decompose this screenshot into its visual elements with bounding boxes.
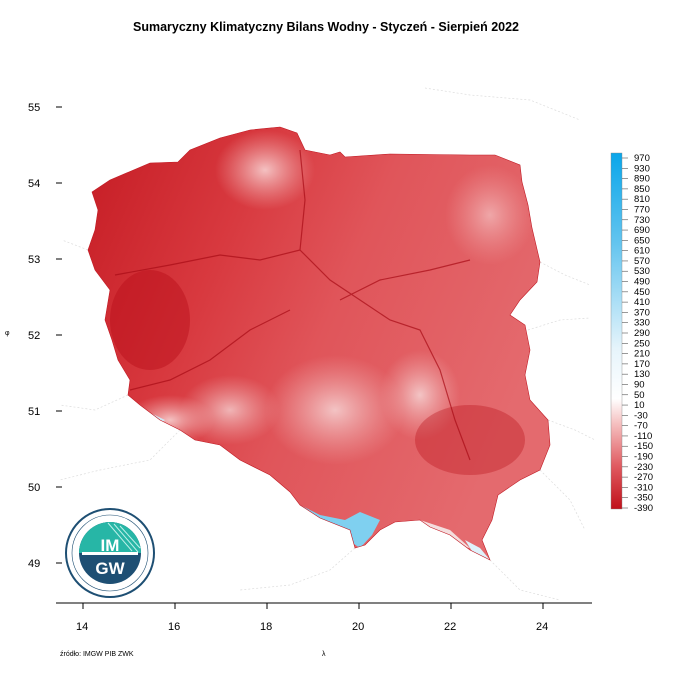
y-tick-label: 50: [28, 482, 40, 494]
legend-label: -310: [634, 482, 653, 493]
legend-label: -390: [634, 503, 653, 514]
legend-label: 850: [634, 184, 650, 195]
y-axis-label: φ: [5, 330, 10, 337]
legend-label: -350: [634, 493, 653, 504]
x-tick-label: 14: [76, 621, 88, 633]
legend-label: 90: [634, 379, 645, 390]
legend-label: -150: [634, 441, 653, 452]
x-tick-label: 22: [444, 621, 456, 633]
legend-label: 370: [634, 307, 650, 318]
legend-label: -70: [634, 421, 648, 432]
y-tick-label: 51: [28, 406, 40, 418]
y-tick-label: 52: [28, 330, 40, 342]
legend-label: 770: [634, 204, 650, 215]
legend-label: 650: [634, 235, 650, 246]
legend-label: -110: [634, 431, 652, 442]
map-title: Sumaryczny Klimatyczny Bilans Wodny - St…: [132, 20, 519, 34]
legend-label: 210: [634, 349, 650, 360]
legend-label: 930: [634, 163, 650, 174]
axis-x: [56, 602, 592, 609]
logo-text-top: IM: [101, 536, 120, 555]
legend-label: 690: [634, 225, 650, 236]
legend-label: -230: [634, 462, 653, 473]
x-tick-label: 20: [352, 621, 364, 633]
legend-label: 490: [634, 277, 650, 288]
axis-x-labels: 14 16 18 20 22 24: [76, 621, 548, 633]
y-tick-label: 54: [28, 178, 40, 190]
legend-label: 130: [634, 369, 650, 380]
logo-text-bottom: GW: [95, 559, 125, 578]
source-credit: źródło: IMGW PIB ZWK: [60, 651, 134, 658]
legend-label: 570: [634, 256, 650, 267]
x-tick-label: 24: [536, 621, 548, 633]
poland-map: [88, 127, 550, 560]
legend-label: 290: [634, 328, 650, 339]
legend-label: 410: [634, 297, 650, 308]
legend-label: -190: [634, 452, 653, 463]
legend-label: 250: [634, 338, 650, 349]
legend-label: 610: [634, 246, 650, 257]
x-tick-label: 18: [260, 621, 272, 633]
legend-label: 810: [634, 194, 650, 205]
legend-label: 170: [634, 359, 650, 370]
y-tick-label: 55: [28, 102, 40, 114]
legend-label: -30: [634, 410, 648, 421]
legend-label: 450: [634, 287, 650, 298]
legend-label: 10: [634, 400, 645, 411]
legend-label: -270: [634, 472, 653, 483]
neighbour-borders: [59, 87, 596, 601]
legend-label: 730: [634, 215, 650, 226]
legend-color-bar: [610, 152, 623, 510]
axis-y-labels: 55 54 53 52 51 50 49: [28, 102, 40, 570]
legend-labels: 9709308908508107707306906506105705304904…: [622, 153, 653, 514]
imgw-logo: IM GW: [65, 508, 155, 598]
legend-label: 330: [634, 318, 650, 329]
x-axis-label: λ: [322, 651, 326, 658]
legend-label: 530: [634, 266, 650, 277]
legend-label: 890: [634, 174, 650, 185]
legend-label: 970: [634, 153, 650, 164]
legend-label: 50: [634, 390, 645, 401]
axis-y: [56, 106, 62, 564]
y-tick-label: 53: [28, 254, 40, 266]
legend: 9709308908508107707306906506105705304904…: [610, 152, 653, 514]
x-tick-label: 16: [168, 621, 180, 633]
y-tick-label: 49: [28, 558, 40, 570]
